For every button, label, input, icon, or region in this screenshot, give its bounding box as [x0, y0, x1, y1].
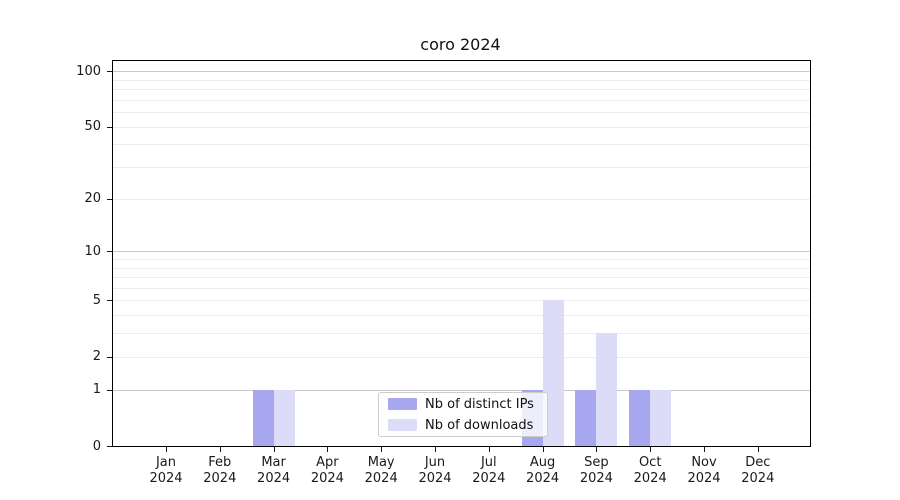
- x-tick-year: 2024: [310, 470, 344, 486]
- x-tick-year: 2024: [687, 470, 721, 486]
- gridline-minor: [113, 356, 810, 358]
- x-tick-month: Apr: [316, 455, 339, 470]
- y-tick-label: 1: [92, 382, 101, 398]
- gridline-major: [113, 71, 810, 72]
- x-tick: [219, 447, 221, 452]
- y-tick-label: 50: [84, 119, 101, 134]
- gridline-minor: [113, 144, 810, 146]
- gridline-minor: [113, 333, 810, 335]
- x-tick-month: Dec: [745, 455, 771, 470]
- x-tick-month: Jul: [480, 455, 497, 470]
- legend-label: Nb of distinct IPs: [425, 396, 534, 412]
- x-tick-year: 2024: [526, 470, 560, 486]
- legend-swatch: [388, 419, 417, 431]
- x-tick-year: 2024: [257, 470, 291, 486]
- x-tick-year: 2024: [579, 470, 613, 486]
- x-tick: [542, 447, 544, 452]
- y-tick: [107, 126, 112, 128]
- legend-entry: Nb of downloads: [388, 416, 547, 435]
- x-tick-month: Aug: [529, 455, 556, 470]
- gridline-minor: [113, 167, 810, 168]
- x-tick: [704, 447, 705, 452]
- x-tick-month: Mar: [261, 455, 286, 470]
- x-tick-label-may: May 2024: [349, 455, 413, 486]
- gridline-minor: [113, 88, 810, 90]
- y-tick-label: 0: [92, 438, 101, 454]
- x-tick: [596, 447, 598, 452]
- x-tick-label-sep: Sep 2024: [564, 455, 628, 486]
- y-tick-label: 100: [76, 63, 101, 79]
- x-tick-label-jul: Jul 2024: [457, 455, 521, 486]
- x-tick-label-oct: Oct 2024: [618, 455, 682, 486]
- x-tick-label-dec: Dec 2024: [726, 455, 790, 486]
- x-tick-label-jan: Jan 2024: [134, 455, 198, 486]
- x-tick-label-aug: Aug 2024: [511, 455, 575, 486]
- x-tick-year: 2024: [418, 470, 452, 486]
- x-tick: [435, 447, 436, 452]
- y-tick: [107, 198, 112, 200]
- gridline-minor: [113, 99, 810, 101]
- x-tick-month: Oct: [638, 455, 662, 470]
- bar-nb-of-distinct-ips-oct: [629, 389, 651, 446]
- gridline-minor: [113, 112, 810, 113]
- y-tick: [107, 300, 112, 302]
- bar-nb-of-distinct-ips-mar: [252, 389, 274, 446]
- y-tick-label: 2: [92, 349, 101, 365]
- x-tick-label-feb: Feb 2024: [188, 455, 252, 486]
- legend-entry: Nb of distinct IPs: [388, 395, 547, 414]
- x-tick-month: Feb: [208, 455, 232, 470]
- x-tick: [650, 447, 652, 452]
- legend-label: Nb of downloads: [425, 417, 534, 433]
- x-tick-year: 2024: [472, 470, 506, 486]
- x-tick-month: Nov: [691, 455, 717, 470]
- y-tick-label: 5: [92, 292, 101, 308]
- x-tick-year: 2024: [741, 470, 775, 486]
- x-tick: [488, 447, 490, 452]
- y-tick: [107, 446, 112, 447]
- bar-nb-of-downloads-sep: [596, 333, 618, 446]
- chart-title: coro 2024: [420, 35, 501, 54]
- gridline-minor: [113, 126, 810, 128]
- gridline-minor: [113, 300, 810, 302]
- x-tick-year: 2024: [633, 470, 667, 486]
- y-tick: [107, 389, 112, 391]
- x-tick-year: 2024: [203, 470, 237, 486]
- gridline-major: [113, 251, 810, 253]
- y-tick: [107, 356, 112, 358]
- x-tick-month: Sep: [584, 455, 609, 470]
- plot-area: 0 1 2 5 10 20 50 100 Jan 2024 Feb 2024 Mar 2024 Apr 202…: [76, 60, 811, 486]
- gridline-minor: [113, 315, 810, 317]
- x-tick: [166, 447, 167, 452]
- gridline-minor: [113, 287, 810, 289]
- x-tick-month: Jan: [155, 455, 177, 470]
- bar-nb-of-downloads-mar: [273, 389, 295, 446]
- gridline-minor: [113, 258, 810, 260]
- y-tick: [107, 71, 112, 72]
- x-tick-year: 2024: [149, 470, 183, 486]
- x-tick-label-nov: Nov 2024: [672, 455, 736, 486]
- x-tick-label-mar: Mar 2024: [242, 455, 306, 486]
- y-tick-label: 10: [84, 243, 101, 259]
- y-tick: [107, 251, 112, 253]
- bar-nb-of-downloads-oct: [650, 389, 672, 446]
- gridline-minor: [113, 79, 810, 81]
- gridline-minor: [113, 198, 810, 200]
- x-tick-year: 2024: [364, 470, 398, 486]
- legend-swatch: [388, 398, 417, 410]
- gridline-minor: [113, 277, 810, 278]
- x-tick-month: May: [367, 455, 395, 470]
- x-tick: [327, 447, 329, 452]
- y-tick-label: 20: [84, 191, 101, 207]
- x-tick: [757, 447, 759, 452]
- x-tick: [381, 447, 383, 452]
- legend: Nb of distinct IPs Nb of downloads: [378, 392, 548, 437]
- bar-nb-of-distinct-ips-sep: [575, 389, 597, 446]
- x-tick-label-jun: Jun 2024: [403, 455, 467, 486]
- gridline-major: [113, 389, 810, 391]
- x-tick-month: Jun: [424, 455, 446, 470]
- x-tick-label-apr: Apr 2024: [295, 455, 359, 486]
- gridline-minor: [113, 267, 810, 269]
- x-tick: [273, 447, 275, 452]
